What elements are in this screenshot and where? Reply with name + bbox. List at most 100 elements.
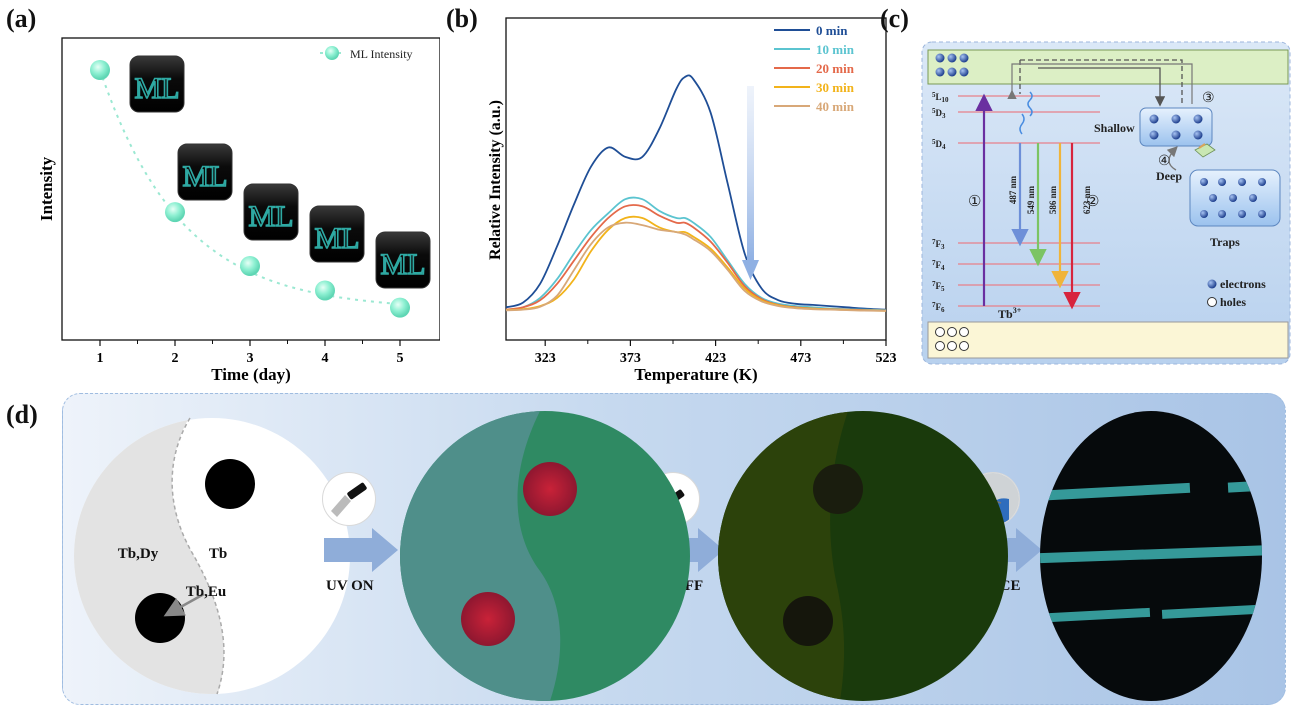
panel-b-series-line [505,74,887,311]
panel-a-legend-label: ML Intensity [350,47,413,61]
step-1-label: ① [968,194,981,210]
deep-trap-label: Deep [1156,169,1182,183]
panel-a-point [315,280,335,301]
panel-a-points [90,60,410,318]
tb-eu-pointer [163,592,205,617]
valence-band [927,321,1289,359]
wavelength-549: 549 nm [1026,185,1036,214]
panel-a-inset-glow-text: ML [249,200,294,233]
level-5d4: 5D4 [932,138,946,151]
panel-a-x-tick-label: 4 [322,351,329,366]
panel-a-legend-marker [325,46,339,60]
shallow-trap-electrons [1149,114,1203,140]
tb-dy-label: Tb,Dy [118,546,159,562]
panel-b-series-line [505,196,887,311]
panel-a-x-tick-label: 1 [97,351,104,366]
panel-a-chart: 1 2 3 4 5 Time (day) Intensity ML ML ML ML ML ML… [37,37,440,384]
arrow-uv-on [324,528,398,572]
panel-b-legend-label: 20 min [816,61,855,76]
level-5d3: 5D3 [932,107,946,120]
panel-a-point [390,297,410,318]
panel-a-x-tick-label: 5 [397,351,404,366]
uv-off-dark-dot-upper [813,464,863,514]
ml-stripe-4 [1040,607,1151,624]
panel-b-frame [505,17,887,341]
panel-c-diagram: 5L10 5D3 5D4 7F3 7F4 7F5 7F6 ① 487 nm 54… [921,41,1291,365]
level-5l10: 5L10 [932,91,949,104]
deep-trap-electrons [1200,178,1266,218]
trap-release-path [1007,63,1193,104]
shallow-trap-label: Shallow [1094,121,1135,135]
emission-wavelengths: 487 nm 549 nm 586 nm 623 nm [1008,175,1092,214]
panel-b-legend-label: 40 min [816,99,855,114]
panel-a-x-label: Time (day) [211,365,291,384]
panel-b-series-line [505,221,887,312]
uv-on-red-dot-lower [461,592,515,646]
traps-label: Traps [1210,235,1240,249]
panel-a-inset-photo: ML [177,143,233,201]
panel-a-x-tick-label: 2 [172,351,179,366]
step-4-arrow [1166,146,1178,171]
conduction-band [927,49,1289,85]
shallow-trap-box [1139,107,1213,147]
wavelength-623: 623 nm [1082,185,1092,214]
tb-dy-region [74,418,224,694]
relaxation-squiggle [1027,91,1033,117]
relaxation-squiggle-2 [1019,113,1025,135]
panel-b-series [505,74,887,312]
panel-a-point [240,256,260,276]
sample-schematic: Tb,Dy Tb Tb,Eu [74,417,350,695]
panel-b-y-label: Relative Intensity (a.u.) [487,100,504,260]
panel-a-frame [61,37,440,341]
panel-b-trend-arrow-shaft [747,86,754,261]
ml-stripe-1 [1040,482,1191,502]
panel-a-x-ticks: 1 2 3 4 5 [97,340,404,366]
panel-a-inset-photo: ML [375,231,431,289]
panel-b-trend-arrow-head [742,260,759,280]
tb-ion-label: Tb3+ [998,306,1022,321]
panel-a-inset-glow-text: ML [381,248,426,281]
panel-a-inset-glow-text: ML [183,160,228,193]
panel-b-legend-label: 0 min [816,23,848,38]
hole-legend-marker [1207,297,1217,307]
force-hand-icon [1194,143,1216,158]
valence-band-holes [935,327,969,351]
panel-a-inset-photo: ML [243,183,299,241]
electron-legend-marker [1207,279,1217,289]
panel-a-inset-glow-text: ML [135,72,180,105]
tb-eu-dot-upper [205,459,255,509]
photo-force [1040,411,1262,701]
ml-stripe-3 [1040,544,1262,564]
tb-level-labels: 5L10 5D3 5D4 7F3 7F4 7F5 7F6 [932,91,949,314]
panel-a-inset-photo: ML [129,55,185,113]
panel-b-x-tick-label: 473 [790,351,811,366]
uv-on-red-dot-upper [523,462,577,516]
detrap-path-dashed [1019,59,1183,104]
panel-b-legend: 0 min 10 min 20 min 30 min 40 min [774,23,855,114]
panel-a-inset-glow-text: ML [315,222,360,255]
ml-stripe-5 [1161,604,1262,619]
panel-b-legend-label: 30 min [816,80,855,95]
panel-label-b: (b) [446,4,478,33]
panel-a-x-tick-label: 3 [247,351,254,366]
conduction-band-electrons [935,53,969,77]
photo-uv-off [718,411,1008,701]
panel-b-x-tick-label: 323 [535,351,556,366]
panel-a-y-label: Intensity [37,156,56,221]
uv-on-label: UV ON [326,578,374,594]
tb-label: Tb [209,546,227,562]
panel-b-chart: 323 373 423 473 523 Temperature (K) Relative… [487,17,897,384]
wavelength-487: 487 nm [1008,175,1018,204]
uv-lamp-on-icon [322,472,376,526]
panel-b-x-tick-label: 523 [876,351,897,366]
panel-label-d: (d) [6,400,38,429]
step-2-label: ② [1086,194,1099,210]
panel-b-x-tick-label: 423 [705,351,726,366]
level-7f4: 7F4 [932,259,945,272]
panel-a-point [165,202,185,223]
level-7f3: 7F3 [932,238,945,251]
panel-b-series-line [505,204,887,312]
hole-legend-label: holes [1220,295,1246,309]
uv-off-dark-dot-lower [783,596,833,646]
tb-eu-dot-lower [135,593,185,643]
